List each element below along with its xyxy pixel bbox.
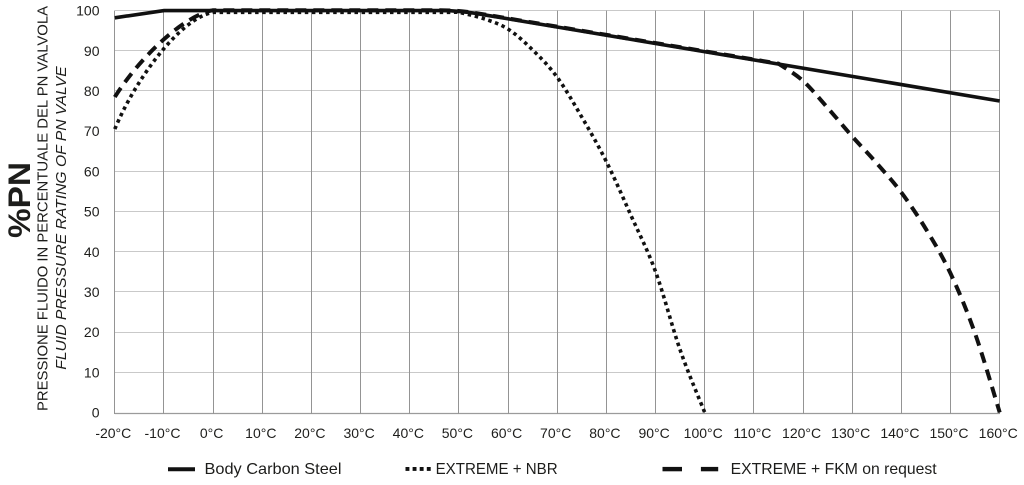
svg-text:70°C: 70°C bbox=[540, 425, 571, 441]
svg-text:20°C: 20°C bbox=[294, 425, 325, 441]
svg-text:EXTREME + FKM on request: EXTREME + FKM on request bbox=[731, 461, 938, 478]
svg-text:EXTREME + NBR: EXTREME + NBR bbox=[436, 461, 558, 478]
svg-text:90°C: 90°C bbox=[638, 425, 669, 441]
svg-text:40: 40 bbox=[84, 244, 100, 260]
svg-text:80: 80 bbox=[84, 83, 100, 99]
svg-text:70: 70 bbox=[84, 123, 100, 139]
svg-text:90: 90 bbox=[84, 43, 100, 59]
svg-text:160°C: 160°C bbox=[979, 425, 1018, 441]
svg-text:-20°C: -20°C bbox=[95, 425, 131, 441]
svg-text:140°C: 140°C bbox=[880, 425, 919, 441]
svg-text:40°C: 40°C bbox=[393, 425, 424, 441]
svg-text:PRESSIONE FLUIDO IN PERCENTUAL: PRESSIONE FLUIDO IN PERCENTUALE DEL PN V… bbox=[34, 6, 51, 411]
svg-text:30°C: 30°C bbox=[343, 425, 374, 441]
svg-text:50°C: 50°C bbox=[442, 425, 473, 441]
svg-text:100: 100 bbox=[76, 3, 100, 19]
svg-text:110°C: 110°C bbox=[733, 425, 771, 441]
svg-text:120°C: 120°C bbox=[782, 425, 821, 441]
svg-text:20: 20 bbox=[84, 324, 100, 340]
svg-text:%PN: %PN bbox=[1, 162, 37, 238]
svg-text:150°C: 150°C bbox=[929, 425, 968, 441]
svg-text:30: 30 bbox=[84, 284, 100, 300]
svg-text:60°C: 60°C bbox=[491, 425, 522, 441]
svg-text:0: 0 bbox=[92, 405, 100, 421]
svg-text:80°C: 80°C bbox=[589, 425, 620, 441]
svg-text:0°C: 0°C bbox=[200, 425, 224, 441]
svg-text:Body Carbon Steel: Body Carbon Steel bbox=[205, 461, 342, 478]
svg-text:60: 60 bbox=[84, 163, 100, 179]
svg-text:100°C: 100°C bbox=[684, 425, 723, 441]
svg-text:130°C: 130°C bbox=[831, 425, 870, 441]
svg-text:10°C: 10°C bbox=[245, 425, 276, 441]
svg-text:10: 10 bbox=[84, 364, 100, 380]
svg-text:FLUID PRESSURE RATING OF PN VA: FLUID PRESSURE RATING OF PN VALVE bbox=[53, 65, 70, 370]
svg-text:-10°C: -10°C bbox=[145, 425, 181, 441]
svg-text:50: 50 bbox=[84, 204, 100, 220]
